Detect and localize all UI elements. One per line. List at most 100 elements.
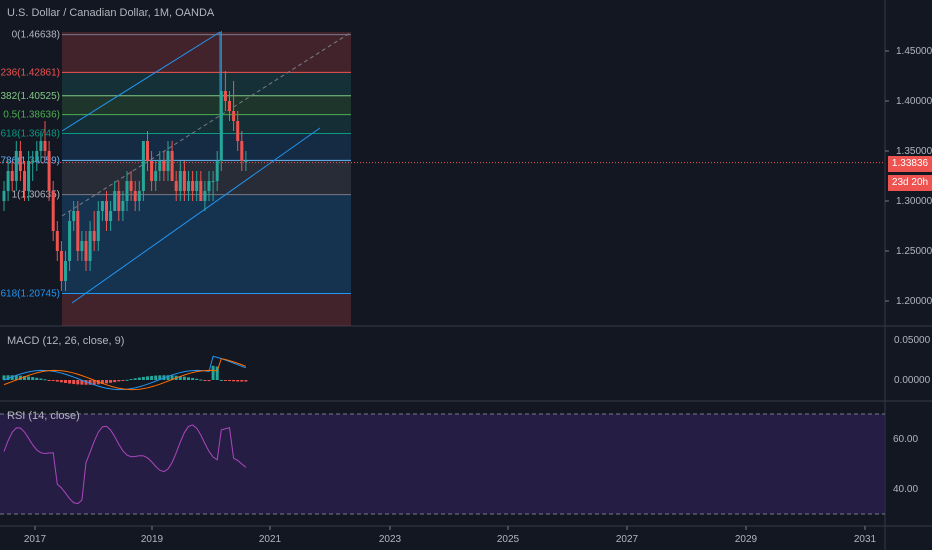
rsi-title: RSI (14, close) bbox=[7, 410, 80, 422]
candle-body bbox=[240, 141, 244, 161]
macd-histogram-bar bbox=[150, 375, 154, 380]
candle-body bbox=[64, 261, 67, 281]
rsi-line bbox=[3, 424, 247, 505]
candle-body bbox=[80, 241, 84, 251]
price-axis-label: 1.20000 bbox=[896, 296, 932, 307]
candle-body bbox=[232, 111, 236, 121]
candle-body bbox=[113, 191, 117, 211]
macd-histogram-bar bbox=[43, 379, 47, 381]
candle-body bbox=[51, 191, 55, 231]
candle-body bbox=[18, 151, 22, 171]
candle-body bbox=[14, 151, 18, 181]
candle-body bbox=[166, 151, 170, 171]
macd-histogram-bar bbox=[113, 380, 117, 383]
macd-histogram-bar bbox=[232, 380, 236, 382]
fib-level-label: 0.382(1.40525) bbox=[0, 91, 60, 102]
macd-histogram-bar bbox=[182, 376, 186, 380]
rsi-band bbox=[0, 414, 885, 514]
fib-level-label: 0.618(1.36748) bbox=[0, 129, 60, 140]
fib-level-label: 1(1.30635) bbox=[12, 190, 60, 201]
macd-histogram-bar bbox=[236, 380, 240, 382]
time-axis-label: 2027 bbox=[616, 534, 639, 545]
macd-histogram-bar bbox=[158, 375, 162, 380]
candle-body bbox=[105, 201, 108, 221]
time-axis-label: 2017 bbox=[24, 534, 47, 545]
macd-histogram-bar bbox=[141, 376, 145, 380]
candle-body bbox=[199, 181, 203, 201]
macd-histogram-bar bbox=[178, 376, 182, 380]
macd-histogram-bar bbox=[223, 380, 227, 381]
time-axis-label: 2021 bbox=[259, 534, 282, 545]
fib-zone bbox=[62, 160, 351, 195]
macd-histogram-bar bbox=[154, 375, 158, 380]
candle-body bbox=[88, 231, 92, 261]
candle-body bbox=[178, 171, 182, 191]
candle-body bbox=[125, 181, 129, 201]
candle-body bbox=[236, 121, 240, 141]
macd-histogram-bar bbox=[47, 380, 51, 381]
candle-body bbox=[117, 191, 121, 211]
price-axis-label: 1.45000 bbox=[896, 46, 932, 57]
macd-histogram-bar bbox=[228, 380, 231, 381]
macd-title: MACD (12, 26, close, 9) bbox=[7, 335, 125, 347]
macd-axis-label: 0.05000 bbox=[894, 335, 931, 346]
candle-body bbox=[129, 181, 133, 191]
candle-body bbox=[158, 161, 162, 171]
candle-body bbox=[96, 211, 100, 241]
candle-body bbox=[244, 161, 248, 162]
fib-level-label: 0.786(1.34059) bbox=[0, 155, 60, 166]
candle-body bbox=[84, 241, 88, 261]
macd-histogram-bar bbox=[191, 377, 195, 380]
channel-lower-line bbox=[71, 127, 321, 304]
macd-histogram-bar bbox=[129, 379, 133, 381]
candle-body bbox=[121, 201, 125, 211]
macd-histogram-bar bbox=[27, 376, 31, 380]
macd-histogram-bar bbox=[39, 378, 43, 380]
candle-body bbox=[141, 141, 145, 191]
candle-body bbox=[187, 181, 190, 191]
last-price-tag: 1.33836 bbox=[888, 156, 932, 172]
candle-body bbox=[195, 181, 199, 191]
macd-histogram-bar bbox=[76, 380, 80, 385]
macd-histogram-bar bbox=[187, 377, 190, 380]
macd-histogram-bar bbox=[137, 377, 141, 380]
candle-body bbox=[6, 171, 10, 191]
macd-histogram-bar bbox=[51, 380, 55, 381]
countdown-tag: 23d 20h bbox=[888, 175, 932, 191]
macd-histogram-bar bbox=[35, 377, 39, 380]
candle-body bbox=[170, 151, 174, 181]
fib-zone bbox=[62, 72, 351, 96]
macd-histogram-bar bbox=[133, 378, 137, 380]
candle-body bbox=[10, 171, 14, 181]
macd-histogram-bar bbox=[219, 379, 223, 381]
fib-zone bbox=[62, 133, 351, 161]
candle-body bbox=[2, 191, 6, 201]
candle-body bbox=[47, 151, 51, 191]
time-axis-label: 2019 bbox=[141, 534, 164, 545]
candle-body bbox=[43, 141, 47, 151]
macd-histogram-bar bbox=[100, 380, 104, 384]
macd-histogram-bar bbox=[72, 380, 76, 385]
macd-histogram-bar bbox=[14, 375, 18, 380]
macd-histogram-bar bbox=[215, 366, 219, 380]
macd-histogram-bar bbox=[80, 380, 84, 385]
macd-histogram-bar bbox=[166, 375, 170, 380]
candle-body bbox=[228, 101, 231, 111]
candle-body bbox=[27, 161, 31, 191]
macd-histogram-bar bbox=[203, 380, 207, 381]
macd-histogram-bar bbox=[207, 380, 211, 382]
macd-histogram-bar bbox=[117, 380, 121, 382]
macd-histogram-bar bbox=[23, 376, 26, 380]
price-axis-label: 1.25000 bbox=[896, 246, 932, 257]
candle-body bbox=[207, 181, 211, 191]
macd-histogram-bar bbox=[121, 380, 125, 381]
fib-zone bbox=[62, 95, 351, 115]
macd-histogram-bar bbox=[195, 378, 199, 380]
candle-body bbox=[133, 191, 137, 201]
price-axis-label: 1.35000 bbox=[896, 146, 932, 157]
macd-histogram-bar bbox=[64, 380, 67, 383]
candle-body bbox=[31, 161, 35, 162]
channel-upper-line bbox=[61, 31, 221, 132]
macd-histogram-bar bbox=[240, 380, 244, 382]
